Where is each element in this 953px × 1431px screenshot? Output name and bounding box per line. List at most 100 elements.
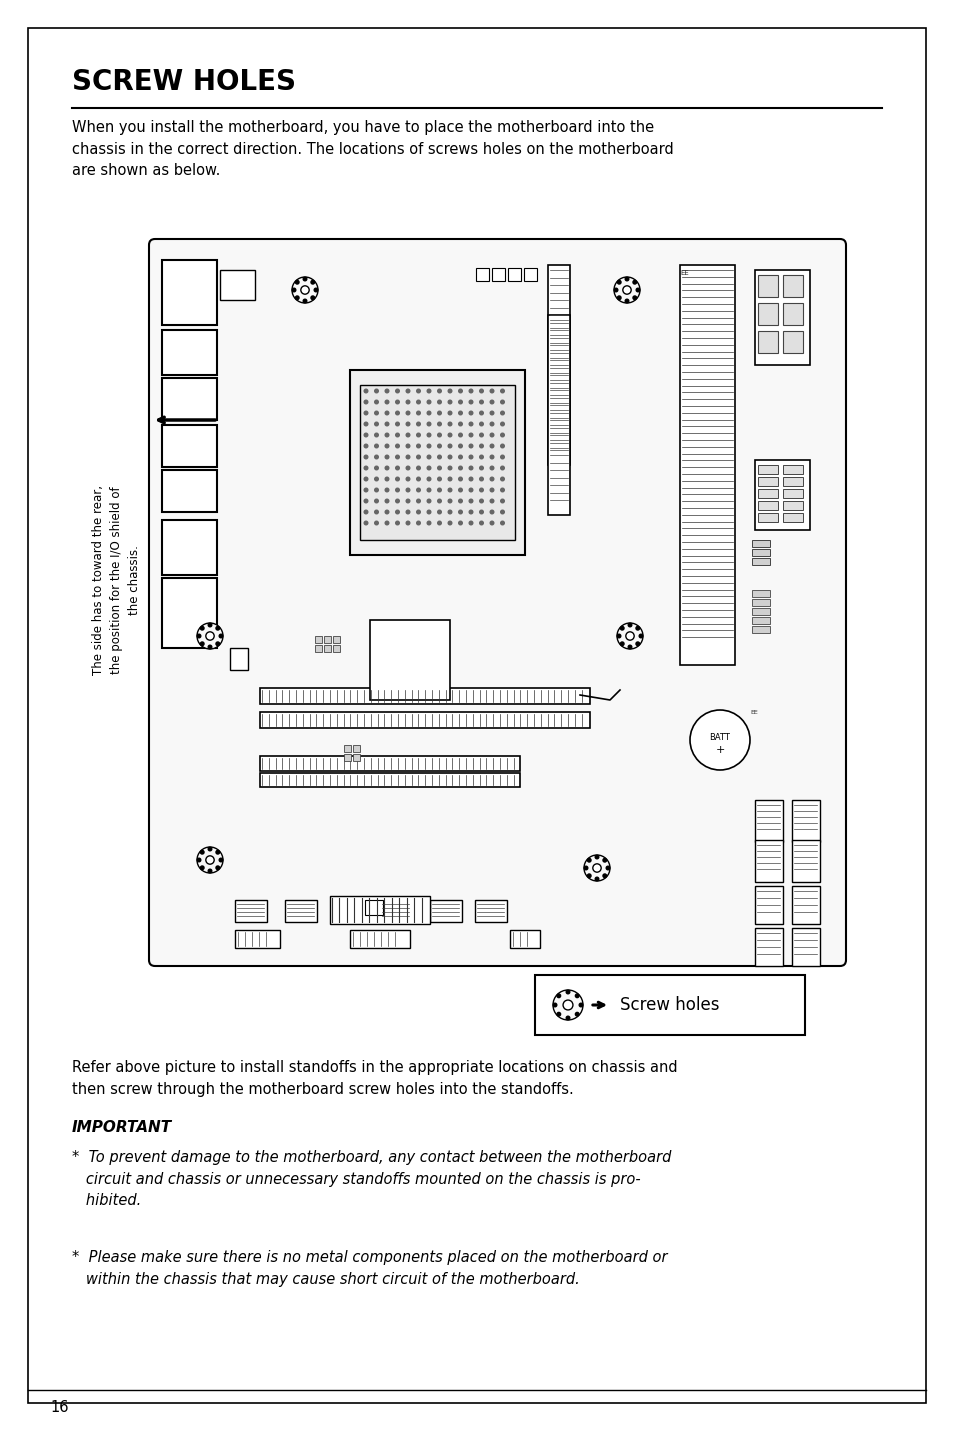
Bar	[234, 930, 280, 947]
Circle shape	[406, 488, 410, 492]
Circle shape	[364, 521, 368, 525]
Circle shape	[617, 296, 620, 299]
Bar	[754, 800, 782, 841]
Bar	[359, 385, 515, 539]
Bar	[492, 268, 504, 280]
Circle shape	[406, 521, 410, 525]
Circle shape	[196, 622, 223, 650]
Circle shape	[479, 488, 483, 492]
Circle shape	[448, 467, 452, 469]
Circle shape	[553, 990, 582, 1020]
Circle shape	[364, 467, 368, 469]
Circle shape	[406, 444, 410, 448]
Circle shape	[490, 477, 494, 481]
Bar	[324, 635, 331, 643]
Bar	[379, 900, 412, 922]
Circle shape	[364, 477, 368, 481]
Text: Refer above picture to install standoffs in the appropriate locations on chassis: Refer above picture to install standoffs…	[71, 1060, 677, 1096]
Circle shape	[200, 866, 204, 870]
Circle shape	[575, 995, 578, 997]
Circle shape	[490, 422, 494, 426]
Circle shape	[595, 856, 598, 859]
Circle shape	[416, 488, 420, 492]
Circle shape	[385, 411, 389, 415]
Bar	[475, 900, 506, 922]
Circle shape	[416, 499, 420, 502]
Circle shape	[427, 521, 431, 525]
Circle shape	[458, 389, 462, 392]
Circle shape	[592, 864, 600, 871]
Circle shape	[395, 422, 399, 426]
Circle shape	[587, 874, 591, 877]
Circle shape	[458, 434, 462, 436]
Circle shape	[416, 422, 420, 426]
Circle shape	[406, 455, 410, 459]
Circle shape	[295, 280, 298, 283]
Circle shape	[406, 411, 410, 415]
Circle shape	[636, 643, 639, 645]
Circle shape	[448, 511, 452, 514]
Circle shape	[448, 488, 452, 492]
Bar	[220, 270, 254, 301]
Bar	[754, 886, 782, 924]
Circle shape	[500, 499, 504, 502]
Circle shape	[375, 511, 378, 514]
Circle shape	[427, 444, 431, 448]
Bar	[754, 270, 809, 365]
Circle shape	[303, 278, 307, 280]
Circle shape	[500, 422, 504, 426]
Bar	[330, 896, 430, 924]
Circle shape	[406, 401, 410, 404]
Circle shape	[385, 444, 389, 448]
Bar	[350, 930, 410, 947]
Circle shape	[469, 467, 473, 469]
Text: *  To prevent damage to the motherboard, any contact between the motherboard
   : * To prevent damage to the motherboard, …	[71, 1151, 671, 1208]
Bar	[754, 927, 782, 966]
Circle shape	[206, 856, 214, 864]
Circle shape	[395, 455, 399, 459]
Circle shape	[490, 411, 494, 415]
Circle shape	[395, 488, 399, 492]
Circle shape	[295, 296, 298, 299]
Circle shape	[292, 278, 317, 303]
Circle shape	[448, 477, 452, 481]
Circle shape	[375, 455, 378, 459]
Circle shape	[622, 286, 631, 295]
Circle shape	[385, 422, 389, 426]
Circle shape	[364, 411, 368, 415]
Circle shape	[416, 521, 420, 525]
Circle shape	[395, 511, 399, 514]
Circle shape	[602, 874, 606, 877]
Circle shape	[627, 622, 631, 627]
Circle shape	[416, 477, 420, 481]
Circle shape	[490, 499, 494, 502]
Bar	[162, 331, 216, 375]
Bar	[535, 975, 804, 1035]
Circle shape	[375, 467, 378, 469]
Circle shape	[448, 434, 452, 436]
Circle shape	[469, 411, 473, 415]
Circle shape	[416, 444, 420, 448]
Circle shape	[364, 488, 368, 492]
Circle shape	[215, 850, 219, 854]
Circle shape	[448, 521, 452, 525]
Circle shape	[437, 521, 441, 525]
Circle shape	[479, 455, 483, 459]
Circle shape	[636, 288, 639, 292]
Circle shape	[219, 634, 223, 638]
Circle shape	[458, 488, 462, 492]
Circle shape	[437, 455, 441, 459]
Circle shape	[406, 467, 410, 469]
Circle shape	[375, 422, 378, 426]
Circle shape	[219, 859, 223, 861]
Circle shape	[500, 467, 504, 469]
Circle shape	[364, 455, 368, 459]
Bar	[234, 900, 267, 922]
Circle shape	[500, 488, 504, 492]
Bar	[751, 539, 769, 547]
Circle shape	[479, 499, 483, 502]
Text: +: +	[715, 746, 724, 756]
Circle shape	[375, 444, 378, 448]
Circle shape	[395, 389, 399, 392]
Circle shape	[479, 389, 483, 392]
